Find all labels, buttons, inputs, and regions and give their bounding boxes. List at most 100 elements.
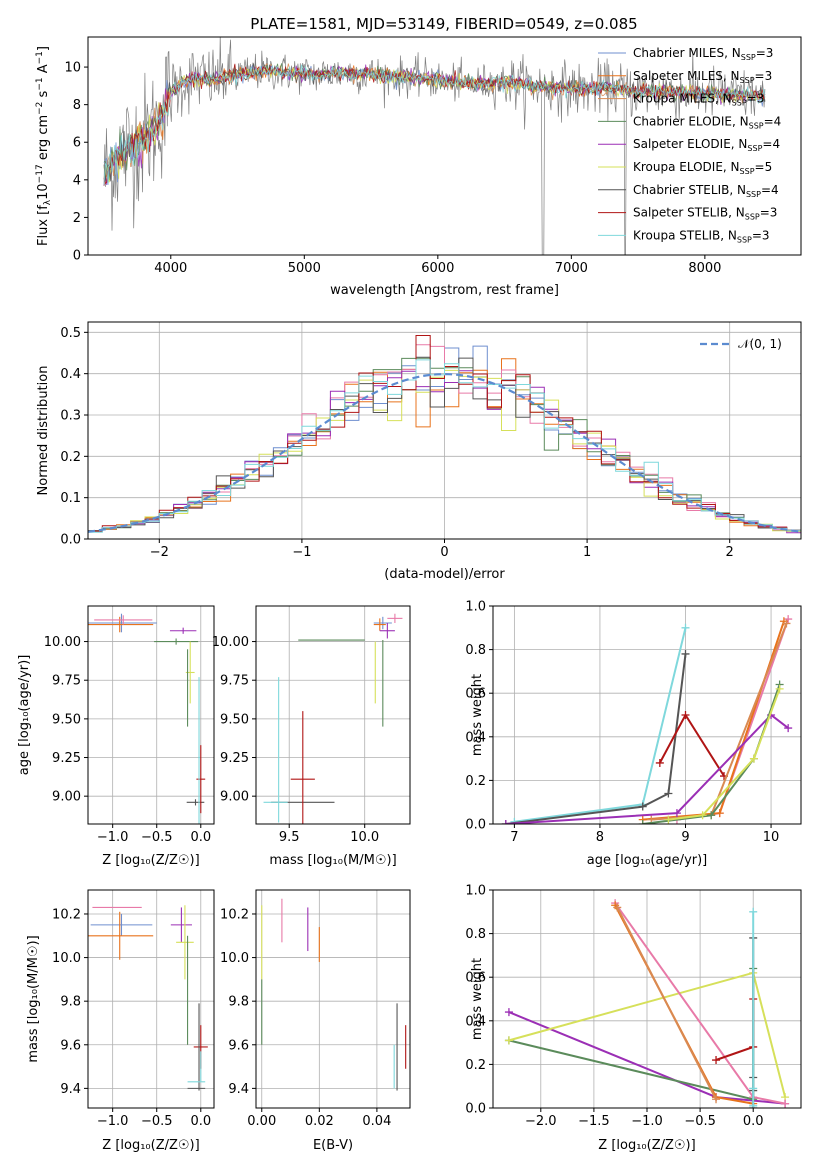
series-marker (749, 1101, 758, 1108)
legend-entry-sub: SSP (749, 121, 764, 130)
y-tick-label: 9.50 (220, 712, 249, 727)
x-tick-label: 0 (440, 545, 448, 560)
legend-entry: Kroupa ELODIE, NSSP=5 (633, 160, 772, 176)
x-tick-label: −0.5 (141, 830, 173, 845)
y-tick-label: 9.75 (52, 674, 81, 689)
plot-area (504, 899, 790, 1108)
error-bar-point (387, 613, 403, 624)
y-tick-label: 9.25 (220, 751, 249, 766)
x-tick-label: 0.0 (190, 830, 211, 845)
x-tick-label: −1.0 (97, 1114, 129, 1129)
series-marker (749, 1084, 758, 1093)
x-tick-label: 0.0 (190, 1114, 211, 1129)
age-vs-mass-panel: 9.5 10.0 9.00 9.25 9.50 9.75 10.00 mass [log₁₀(… (212, 605, 411, 868)
legend-entry-sub: SSP (747, 144, 762, 153)
x-tick-label: 7 (510, 830, 518, 845)
y-tick-label: 9.6 (228, 1038, 249, 1053)
axes-frame (255, 889, 411, 1109)
error-bar-point (88, 911, 154, 960)
series-marker (749, 907, 758, 916)
error-bar-point (373, 616, 392, 630)
legend-entry: Kroupa MILES, NSSP=3 (633, 92, 764, 108)
series-marker (681, 623, 690, 632)
legend-entry-sub: SSP (745, 213, 760, 222)
grid (88, 890, 214, 1108)
legend-entry-sub: SSP (732, 99, 747, 108)
series-marker (707, 811, 716, 820)
y-tick-label: 2 (73, 211, 81, 226)
plot-area (263, 613, 403, 824)
error-bar-point (176, 905, 194, 980)
y-tick-label: 10.00 (212, 635, 249, 650)
series-marker (749, 754, 758, 763)
y-tick-label: 0.1 (60, 491, 81, 506)
series-marker (712, 1095, 721, 1104)
plot-area (103, 37, 766, 255)
x-tick-label: 8 (596, 830, 604, 845)
x-tick-label: 9.5 (279, 830, 300, 845)
y-tick-label: 0.6 (465, 687, 486, 702)
series-marker (638, 820, 647, 824)
y-axis-label-sup: −2 (35, 102, 45, 115)
legend-entry-value: =3 (747, 92, 765, 106)
error-bar-point (379, 623, 395, 639)
series-marker (638, 802, 647, 811)
series-line (616, 906, 717, 1100)
y-tick-label: 0.4 (465, 1014, 486, 1029)
legend-entry-value: =4 (761, 183, 779, 197)
y-tick-label: 10.0 (220, 951, 249, 966)
series-marker (613, 903, 622, 912)
series-marker (655, 758, 664, 767)
residual-histogram-panel: −2 −1 0 1 2 0.0 0.1 0.2 0.3 0.4 0.5 𝒩(0, 1) (data-mo… (36, 321, 802, 582)
y-tick-label: 10.2 (52, 907, 81, 922)
x-tick-label: 1 (583, 545, 591, 560)
y-tick-label: 9.00 (52, 790, 81, 805)
y-axis-label: mass [log₁₀(M/M☉)] (26, 935, 41, 1062)
legend-entry-value: =4 (762, 137, 780, 151)
y-tick-label: 4 (73, 173, 81, 188)
series-marker (664, 789, 673, 798)
error-bar-point (198, 677, 200, 824)
series-line (668, 688, 781, 821)
y-axis-label-sup: −17 (35, 164, 45, 183)
y-tick-label: 0.0 (60, 533, 81, 548)
legend: Chabrier MILES, NSSP=3 Salpeter MILES, NS… (598, 46, 781, 244)
x-tick-label: 6000 (421, 261, 454, 276)
y-tick-label: 9.25 (52, 751, 81, 766)
x-axis-label: (data-model)/error (384, 567, 505, 582)
y-tick-label: 0.2 (465, 1058, 486, 1073)
series-marker (504, 1008, 513, 1017)
x-tick-label: 0.00 (247, 1114, 276, 1129)
x-tick-label: −2.0 (525, 1114, 557, 1129)
series-marker (501, 820, 510, 824)
y-tick-label: 9.75 (220, 674, 249, 689)
series-marker (681, 649, 690, 658)
y-tick-label: 10.0 (52, 951, 81, 966)
model-spectrum (103, 64, 766, 185)
y-axis-label-sup: −1 (35, 51, 45, 64)
y-tick-label: 0.4 (60, 367, 81, 382)
y-tick-label: 0.0 (465, 818, 486, 833)
y-tick-label: 0.6 (465, 971, 486, 986)
figure-title: PLATE=1581, MJD=53149, FIBERID=0549, z=0… (250, 15, 637, 33)
legend-entry: Chabrier STELIB, NSSP=4 (633, 183, 779, 199)
legend-entry: Kroupa STELIB, NSSP=3 (633, 228, 770, 244)
series-line (676, 618, 790, 821)
y-axis-label-part: A (36, 64, 51, 77)
series-marker (784, 615, 793, 624)
mass-vs-metallicity-panel: −1.0 −0.5 0.0 9.4 9.6 9.8 10.0 10.2 Z [log₁₀(Z/Z… (26, 889, 215, 1153)
series-marker (712, 1056, 721, 1065)
series-line (715, 999, 755, 1061)
y-tick-label: 0 (73, 249, 81, 264)
x-tick-label: 10.0 (350, 830, 379, 845)
histogram-step (88, 359, 801, 533)
x-tick-label: 7000 (555, 261, 588, 276)
plot-area (88, 335, 801, 534)
x-tick-label: −1.0 (631, 1114, 663, 1129)
series-marker (664, 815, 673, 824)
legend-entry-sub: SSP (737, 235, 752, 244)
series-marker (781, 1099, 790, 1108)
series-line (505, 653, 687, 824)
y-axis-label: mass weight (470, 958, 485, 1040)
